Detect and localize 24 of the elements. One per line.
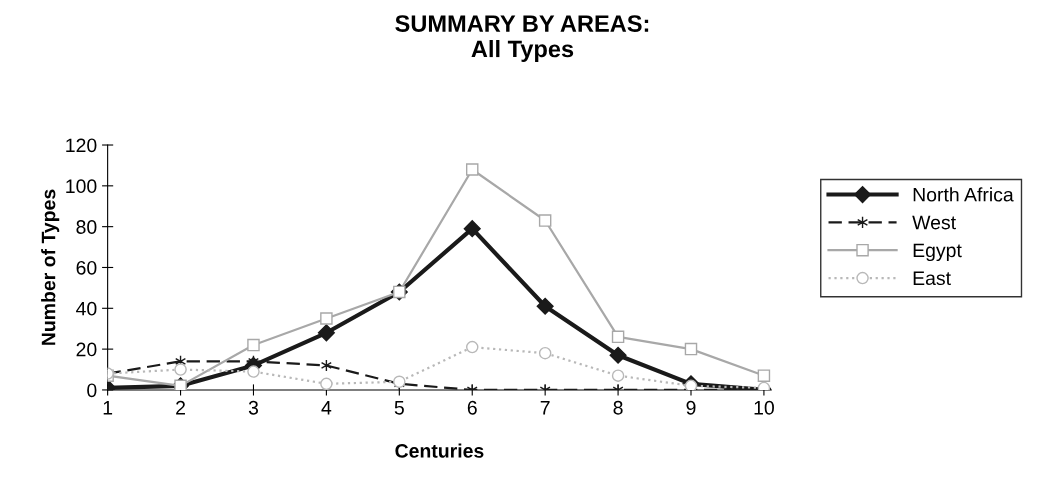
chart-title: SUMMARY BY AREAS: All Types	[395, 15, 649, 62]
x-tick-label: 10	[754, 400, 774, 415]
x-tick-label: 2	[176, 400, 185, 415]
y-tick-label: 120	[66, 138, 97, 153]
legend-label: North Africa	[913, 187, 1014, 202]
y-tick-label: 40	[76, 301, 97, 316]
y-tick-label: 20	[76, 342, 97, 357]
y-tick-label: 0	[87, 383, 97, 398]
x-tick-label: 7	[540, 401, 550, 415]
x-axis-title: Centuries	[395, 443, 484, 458]
legend-label: West	[912, 215, 956, 230]
x-tick-label: 3	[248, 400, 259, 415]
x-tick-label: 4	[321, 401, 332, 415]
x-tick-label: 1	[103, 401, 113, 415]
legend-label: Egypt	[913, 243, 962, 262]
x-tick-label: 9	[686, 400, 696, 415]
y-tick-label: 80	[76, 220, 97, 234]
y-tick-label: 60	[76, 260, 97, 275]
x-tick-label: 8	[613, 400, 623, 415]
x-tick-label: 5	[394, 401, 404, 415]
x-tick-label: 6	[467, 400, 477, 415]
y-axis-title: Number of Types	[41, 189, 60, 345]
legend-label: East	[913, 271, 951, 286]
y-tick-label: 100	[66, 179, 97, 194]
